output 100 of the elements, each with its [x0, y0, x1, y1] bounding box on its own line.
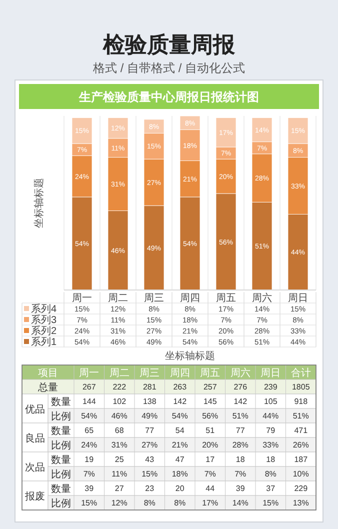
legend-label: 系列2 — [31, 325, 57, 337]
text: 28% — [232, 440, 248, 450]
text: 77 — [145, 426, 154, 435]
text: 79 — [266, 426, 276, 435]
text: 54 — [175, 426, 184, 435]
text: 11% — [112, 470, 128, 478]
x-tick-label: 周五 — [216, 293, 236, 304]
category-label: 周三 — [140, 368, 160, 379]
category-label: 数量 — [51, 484, 71, 495]
category-label: 比例 — [51, 498, 71, 510]
text: 19 — [84, 455, 94, 464]
text: 145 — [203, 397, 217, 406]
text: 26% — [292, 440, 309, 450]
text: 47 — [175, 455, 184, 464]
x-axis-title: 坐标轴标题 — [165, 350, 215, 362]
text: 39 — [236, 484, 245, 493]
legend-label: 系列4 — [31, 303, 57, 315]
text: 51% — [232, 412, 248, 420]
text: 格式 / 自带格式 / 自动化公式 — [92, 61, 246, 75]
text: 15% — [262, 498, 279, 508]
text: 49% — [142, 412, 158, 420]
text: 918 — [294, 397, 308, 406]
x-tick-label: 周二 — [108, 293, 128, 304]
text: 43 — [145, 455, 154, 464]
text: 267 — [82, 382, 96, 392]
x-tick-label: 周四 — [180, 293, 200, 304]
text: 检验质量周报 — [102, 32, 236, 57]
text: 14% — [232, 498, 248, 508]
text: 23 — [145, 484, 154, 493]
text: 报废 — [24, 490, 45, 502]
category-label: 比例 — [51, 440, 71, 452]
category-label: 周五 — [200, 368, 220, 379]
text: 144 — [82, 397, 96, 406]
text: 良品 — [25, 432, 45, 444]
text: 20% — [202, 440, 218, 450]
text: 10% — [292, 470, 309, 478]
text: 105 — [264, 397, 278, 406]
text: 31% — [111, 440, 128, 450]
text: 77 — [236, 426, 245, 435]
text: 33% — [262, 440, 279, 450]
category-label: 数量 — [51, 455, 71, 466]
text: 1805 — [292, 382, 310, 392]
text: 7% — [83, 470, 95, 478]
text: 263 — [173, 382, 187, 392]
text: 次品 — [25, 462, 45, 474]
text: 25 — [114, 455, 124, 464]
x-tick-label: 周一 — [72, 293, 92, 304]
text: 222 — [112, 382, 126, 392]
text: 15% — [81, 498, 98, 508]
text: 8% — [264, 470, 276, 478]
text: 187 — [294, 455, 308, 464]
text: 12% — [111, 498, 128, 508]
text: 102 — [112, 397, 126, 406]
text: 优品 — [25, 404, 45, 416]
legend-label: 系列1 — [31, 336, 57, 348]
text: 51% — [292, 412, 309, 420]
text: 239 — [264, 382, 278, 392]
text: 18% — [172, 470, 188, 478]
text: 39 — [84, 484, 94, 493]
category-label: 数量 — [51, 397, 71, 408]
text: 8% — [144, 498, 156, 508]
category-label: 周四 — [170, 368, 190, 379]
category-label: 总量 — [38, 382, 58, 394]
x-tick-label: 周日 — [288, 293, 308, 304]
text: 44% — [262, 412, 279, 420]
x-tick-label: 周六 — [252, 292, 272, 304]
text: 21% — [172, 440, 188, 450]
text: 8% — [174, 498, 186, 508]
text: 56% — [202, 412, 218, 420]
text: 44 — [206, 484, 215, 493]
text: 281 — [142, 382, 156, 392]
text: 7% — [234, 470, 246, 478]
category-label: 周六 — [230, 367, 250, 379]
text: 51 — [206, 426, 215, 435]
text: 17% — [202, 498, 218, 508]
text: 54% — [172, 412, 188, 420]
text: 276 — [234, 382, 248, 392]
x-tick-label: 周三 — [144, 293, 164, 304]
category-label: 合计 — [290, 367, 311, 379]
y-axis-title: 坐标轴标题 — [33, 178, 45, 228]
text: 138 — [142, 397, 156, 406]
text: 142 — [173, 397, 187, 406]
text: 7% — [204, 470, 216, 478]
text: 46% — [111, 412, 128, 420]
text: 24% — [81, 440, 98, 450]
text: 20 — [175, 484, 184, 493]
text: 65 — [84, 426, 94, 435]
text: 257 — [203, 382, 217, 392]
text: 18 — [266, 455, 276, 464]
category-label: 比例 — [51, 470, 71, 480]
text: 17 — [206, 455, 215, 464]
text: 13% — [292, 498, 309, 508]
text: 15% — [142, 470, 158, 478]
text: 18 — [236, 455, 245, 464]
text: 27% — [142, 440, 158, 450]
text: 27 — [114, 484, 124, 493]
category-label: 周二 — [109, 368, 130, 379]
text: 37 — [266, 484, 276, 493]
chart-title: 生产检验质量中心周报日报统计图 — [78, 90, 259, 104]
text: 项目 — [38, 368, 58, 379]
